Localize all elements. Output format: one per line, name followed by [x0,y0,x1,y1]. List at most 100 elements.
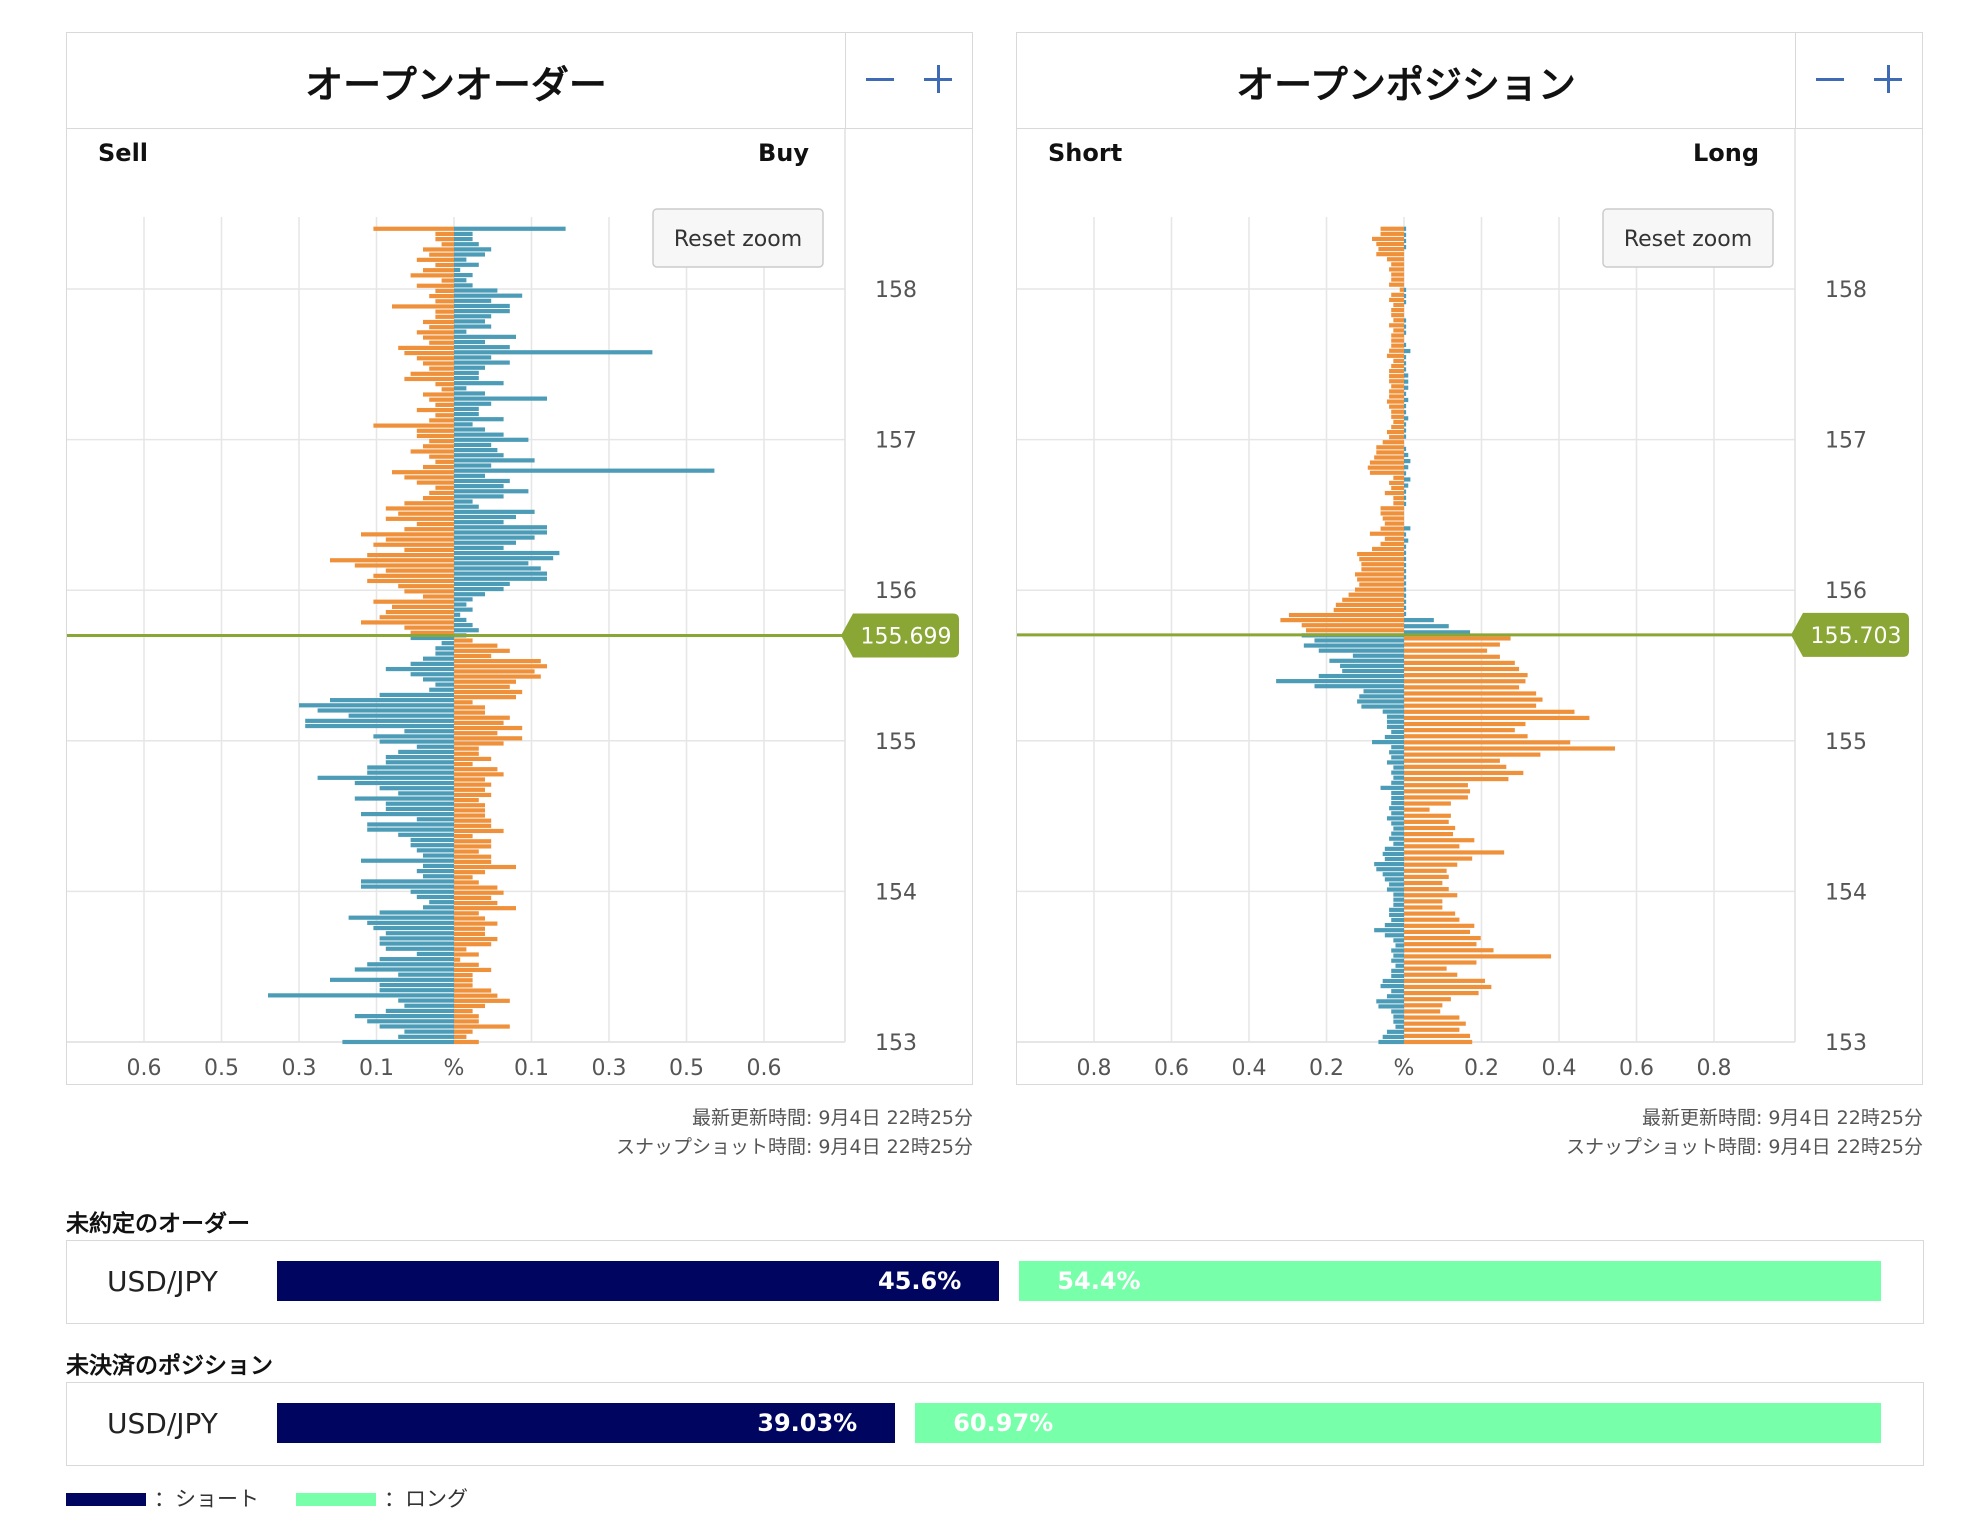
right-bar [454,561,529,566]
left-bar [423,496,454,501]
left-bar [423,853,454,858]
left-bar [435,402,454,407]
left-bar [416,744,454,749]
right-bar [454,864,516,870]
reset-zoom-button[interactable]: Reset zoom [652,208,824,268]
right-bar [454,339,485,345]
plot-area: 0.8 0.6 0.4 0.2% 0.2 0.4 0.6 0.8 155.703 153 154 15… [1017,129,1909,1081]
left-bar [1335,602,1404,607]
zoom-in-button[interactable] [916,57,960,101]
left-bar [1393,775,1404,780]
right-bar [454,669,535,674]
right-bar [454,957,461,962]
left-bar [1391,989,1404,994]
right-bar [1404,948,1494,953]
left-bar [305,718,454,723]
left-bar [429,439,454,444]
left-bar [317,775,454,780]
reset-zoom-button[interactable]: Reset zoom [1602,208,1774,268]
right-bar [1404,874,1449,880]
left-bar [1378,1004,1404,1009]
left-bar [410,635,454,641]
left-bar [1389,882,1404,887]
right-bar [1404,459,1411,464]
right-bar [454,942,492,947]
right-bar [1404,990,1479,996]
left-bar [1380,511,1404,516]
updated-time: 最新更新時間: 9月4日 22時25分 [1641,1107,1923,1129]
right-bar [454,556,554,561]
right-bar [454,1019,479,1024]
left-bar [435,231,454,237]
right-bar [454,381,504,386]
right-bar [454,797,479,803]
right-bar [454,612,461,617]
left-bar [404,589,454,594]
right-bar [454,252,485,257]
right-bar [454,1024,510,1029]
left-bar [305,723,454,729]
right-bar [454,870,485,875]
right-bar [1404,483,1409,488]
zoom-out-button[interactable] [858,57,902,101]
left-bar [1301,623,1404,628]
left-bar [1359,557,1404,562]
right-bar [454,906,516,911]
right-bar [1404,844,1460,849]
right-bar [454,303,510,309]
right-bar [454,638,473,643]
left-bar [1382,516,1404,521]
x-tick-label: 0.2 [1464,1056,1499,1081]
right-bar [454,236,473,242]
left-bar [1352,653,1404,658]
right-bar [1404,795,1468,800]
zoom-in-button[interactable] [1866,57,1910,101]
left-bar [1391,973,1404,979]
right-bar [1404,1003,1443,1008]
left-bar [361,884,454,889]
left-bar [429,366,454,371]
right-bar [1404,911,1456,916]
right-bar [454,355,492,360]
left-bar [330,977,454,982]
right-bar [1404,734,1528,739]
y-tick-label: 156 [875,579,917,604]
left-bar [429,293,454,299]
short-ratio-bar: 39.03% [277,1403,896,1443]
left-bar [1393,841,1404,846]
right-bar [454,823,492,828]
left-bar [379,957,454,962]
zoom-out-button[interactable] [1808,57,1852,101]
right-bar [454,257,467,262]
left-bar [1314,684,1404,689]
right-bar [454,777,485,782]
right-bar [1404,465,1409,470]
left-bar [1393,938,1404,943]
right-bar [454,226,566,231]
left-bar [1372,236,1404,242]
right-bar [454,931,485,937]
left-bar [1393,496,1404,501]
right-bar [454,365,485,370]
plot-area: 0.6 0.5 0.3 0.1% 0.1 0.3 0.5 0.6 155.699 153 154 15… [67,129,959,1081]
legend-short-swatch [66,1493,146,1506]
right-bar [1404,679,1526,684]
left-bar [429,687,454,692]
right-bar [454,514,516,520]
right-bar [454,586,504,592]
left-bar [1391,1009,1404,1014]
left-bar [330,558,454,563]
currency-pair: USD/JPY [107,1265,218,1298]
left-bar [385,931,454,936]
left-bar [354,780,454,786]
left-bar [416,480,454,485]
right-bar [454,442,492,448]
right-bar [454,746,479,751]
right-bar [454,447,498,453]
right-bar [454,288,498,293]
right-bar [454,499,473,504]
right-bar [1404,862,1458,867]
x-tick-label: 0.2 [1309,1056,1344,1081]
left-bar [1391,917,1404,923]
current-price-flag: 155.703 [1791,612,1909,657]
